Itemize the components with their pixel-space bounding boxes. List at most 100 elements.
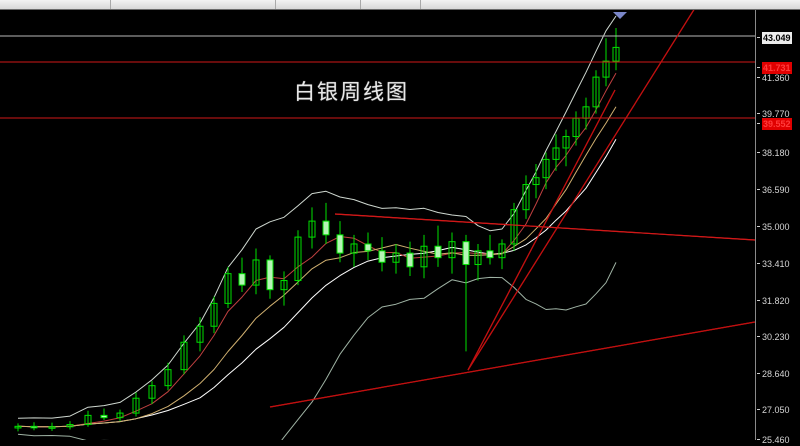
steep-ascending-trendline-overlay [467,10,695,371]
price-tick: 39.552 [756,118,800,130]
tick-mark [757,409,760,410]
price-tick: 35.000 [756,221,800,233]
price-tick: 39.770 [756,108,800,120]
price-tick: 41.731 [756,62,800,74]
tick-label: 36.590 [762,185,790,195]
candle-body-bullish [66,424,74,428]
tick-mark [757,226,760,227]
annotation-lines [0,10,755,408]
price-tick: 36.590 [756,184,800,196]
candle-body-bullish [542,158,550,179]
candle-body-bullish [474,250,482,266]
tick-mark [757,300,760,301]
candle-body-bullish [132,397,140,414]
toolbar-divider [420,0,421,9]
candle-body-bullish [116,412,124,419]
toolbar-divider [110,0,111,9]
candle-body-bullish [420,245,428,268]
tick-mark [757,263,760,264]
candle-body-bullish [224,273,232,304]
candle-body-bullish [612,46,620,62]
moving-averages [17,72,617,428]
candle-body-bearish [406,252,414,268]
tick-mark [757,336,760,337]
candle-body-bullish [350,243,358,254]
tick-mark [757,123,760,124]
tick-mark [757,37,760,38]
candle-body-bearish [364,243,372,252]
bollinger-upper-line [17,15,617,419]
tick-label: 38.180 [762,148,790,158]
tick-label: 39.552 [762,118,792,130]
candle-body-bearish [434,245,442,259]
tick-label: 35.000 [762,222,790,232]
candle-body-bullish [294,236,302,282]
candle-body-bullish [510,209,518,245]
price-tick: 31.820 [756,295,800,307]
candle-body-bullish [602,60,610,78]
candle-body-bearish [266,259,274,291]
candle-body-bullish [48,426,56,429]
chart-title-label: 白银周线图 [294,80,409,104]
price-tick: 41.360 [756,72,800,84]
descending-trendline-overlay [334,213,755,241]
price-tick: 33.410 [756,258,800,270]
price-tick: 38.180 [756,147,800,159]
candle-body-bullish [592,76,600,108]
price-tick: 30.230 [756,331,800,343]
tick-mark [757,189,760,190]
tick-label: 28.640 [762,369,790,379]
ma-slow-line [17,106,617,428]
candle-body-bullish [522,184,530,211]
candle-body-bullish [14,425,22,429]
candle-body-bearish [378,250,386,263]
tick-mark [757,152,760,153]
candle-body-bullish [148,385,156,399]
tick-label: 31.820 [762,296,790,306]
candle-body-bearish [486,250,494,259]
candle-body-bullish [196,325,204,343]
price-tick: 25.460 [756,434,800,446]
candle-body-bullish [210,302,218,327]
tick-label: 39.770 [762,109,790,119]
tick-mark [757,67,760,68]
ma-fast-line [17,72,617,428]
candle-body-bearish [30,425,38,429]
candle-body-bullish [392,252,400,263]
price-axis[interactable]: 43.049 41.731 41.360 39.770 39.552 38.180 36.5… [755,10,800,445]
candle-body-bullish [84,414,92,426]
tick-label: 41.731 [762,62,792,74]
price-tick: 43.049 [756,32,800,44]
tick-label: 25.460 [762,435,790,445]
candlestick-series [14,27,620,432]
candle-body-bullish [280,280,288,291]
candle-body-bullish [448,241,456,259]
tick-label: 43.049 [762,32,792,44]
tick-label: 33.410 [762,259,790,269]
window-toolbar[interactable] [0,0,800,10]
tick-mark [757,113,760,114]
ascending-channel-upper-overlay [467,89,616,371]
price-chart-plot[interactable]: 白银周线图 [0,10,755,440]
down-triangle-marker [613,12,627,19]
candle-body-bearish [462,241,470,266]
price-tick: 27.050 [756,404,800,416]
tick-mark [757,77,760,78]
toolbar-divider [360,0,361,9]
tick-label: 30.230 [762,332,790,342]
candle-body-bullish [562,136,570,149]
price-tick: 28.640 [756,368,800,380]
candle-body-bullish [498,243,506,259]
candle-body-bearish [322,220,330,236]
candle-body-bullish [164,369,172,387]
candle-body-bearish [100,414,108,419]
tick-mark [757,373,760,374]
candle-body-bearish [238,273,246,286]
tick-label: 41.360 [762,73,790,83]
candle-body-bullish [532,177,540,186]
candle-body-bullish [552,147,560,160]
candle-body-bullish [252,259,260,286]
candle-body-bearish [336,234,344,254]
chart-canvas [0,10,755,440]
